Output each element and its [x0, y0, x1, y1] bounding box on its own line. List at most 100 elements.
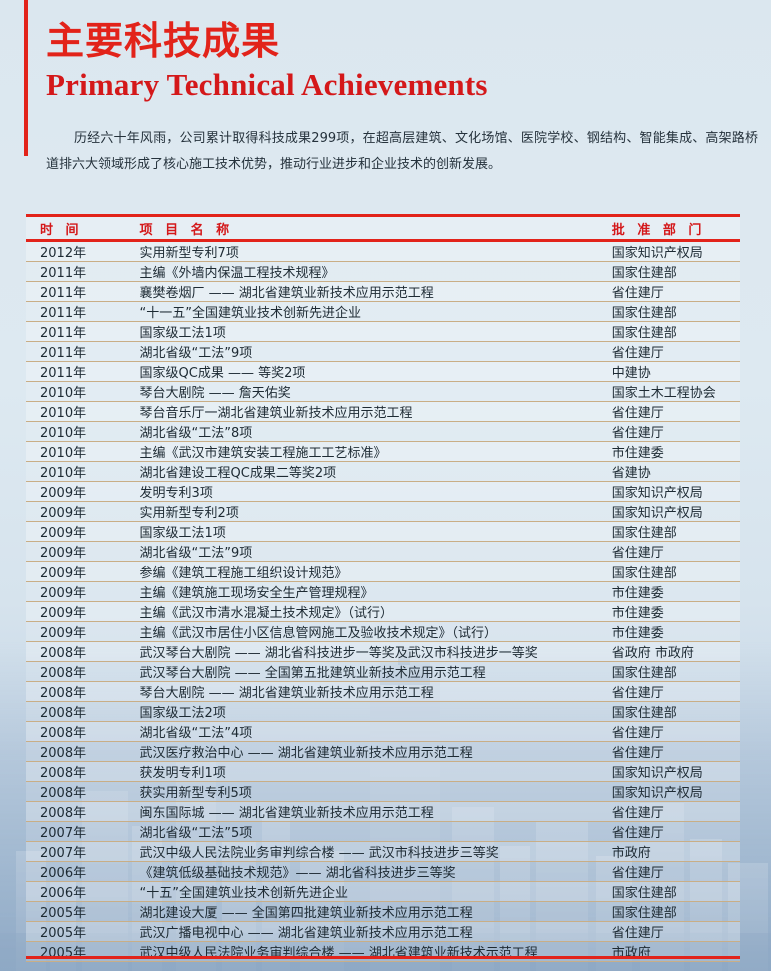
cell-approval-department: 省住建厅: [611, 866, 664, 881]
cell-approval-department: 省住建厅: [611, 806, 664, 821]
cell-time: 2008年: [40, 666, 87, 681]
cell-project-name: 实用新型专利2项: [139, 506, 239, 521]
cell-project-name: 发明专利3项: [139, 486, 213, 501]
cell-project-name: 湖北省级“工法”8项: [139, 426, 253, 441]
cell-project-name: 湖北省级“工法”9项: [139, 546, 253, 561]
cell-time: 2008年: [40, 706, 87, 721]
table-row: 2007年 湖北省级“工法”5项 省住建厅: [26, 822, 740, 842]
cell-project-name: 《建筑低级基础技术规范》—— 湖北省科技进步三等奖: [139, 866, 456, 881]
table-row: 2010年 湖北省建设工程QC成果二等奖2项 省建协: [26, 462, 740, 482]
cell-project-name: 闽东国际城 —— 湖北省建筑业新技术应用示范工程: [139, 806, 434, 821]
cell-project-name: 获发明专利1项: [139, 766, 226, 781]
cell-approval-department: 国家土木工程协会: [611, 386, 716, 401]
table-row: 2009年 湖北省级“工法”9项 省住建厅: [26, 542, 740, 562]
cell-project-name: 主编《武汉市建筑安装工程施工工艺标准》: [139, 446, 387, 461]
table-row: 2011年 国家级QC成果 —— 等奖2项 中建协: [26, 362, 740, 382]
cell-approval-department: 国家住建部: [611, 326, 677, 341]
cell-approval-department: 国家住建部: [611, 566, 677, 581]
cell-approval-department: 省住建厅: [611, 926, 664, 941]
cell-approval-department: 省住建厅: [611, 726, 664, 741]
cell-approval-department: 省住建厅: [611, 826, 664, 841]
cell-time: 2007年: [40, 846, 87, 861]
cell-time: 2009年: [40, 586, 87, 601]
cell-time: 2011年: [40, 326, 87, 341]
cell-approval-department: 市住建委: [611, 586, 664, 601]
cell-approval-department: 市住建委: [611, 606, 664, 621]
cell-approval-department: 国家住建部: [611, 306, 677, 321]
cell-approval-department: 国家知识产权局: [611, 246, 703, 261]
intro-paragraph: 历经六十年风雨，公司累计取得科技成果299项，在超高层建筑、文化场馆、医院学校、…: [46, 131, 758, 172]
cell-approval-department: 国家住建部: [611, 666, 677, 681]
table-row: 2009年 实用新型专利2项 国家知识产权局: [26, 502, 740, 522]
cell-time: 2008年: [40, 766, 87, 781]
cell-approval-department: 国家住建部: [611, 906, 677, 921]
table-row: 2005年 武汉中级人民法院业务审判综合楼 —— 湖北省建筑业新技术示范工程 市政府: [26, 942, 740, 962]
cell-time: 2008年: [40, 806, 87, 821]
cell-time: 2008年: [40, 746, 87, 761]
page-title-chinese: 主要科技成果: [46, 19, 281, 63]
table-row: 2009年 主编《建筑施工现场安全生产管理规程》 市住建委: [26, 582, 740, 602]
cell-approval-department: 国家住建部: [611, 886, 677, 901]
table-row: 2008年 琴台大剧院 —— 湖北省建筑业新技术应用示范工程 省住建厅: [26, 682, 740, 702]
cell-project-name: 湖北省级“工法”4项: [139, 726, 253, 741]
cell-project-name: 国家级QC成果 —— 等奖2项: [139, 366, 306, 381]
cell-approval-department: 国家知识产权局: [611, 506, 703, 521]
achievements-table: 时 间 项 目 名 称 批 准 部 门 2012年 实用新型专利7项 国家知识产权局…: [26, 214, 740, 962]
cell-approval-department: 省住建厅: [611, 746, 664, 761]
cell-project-name: 国家级工法2项: [139, 706, 226, 721]
column-header-project-name: 项 目 名 称: [139, 222, 234, 238]
cell-time: 2011年: [40, 266, 87, 281]
table-row: 2006年 《建筑低级基础技术规范》—— 湖北省科技进步三等奖 省住建厅: [26, 862, 740, 882]
cell-approval-department: 市政府: [611, 846, 651, 861]
table-row: 2009年 主编《武汉市清水混凝土技术规定》（试行） 市住建委: [26, 602, 740, 622]
cell-time: 2009年: [40, 546, 87, 561]
cell-project-name: 武汉广播电视中心 —— 湖北省建筑业新技术应用示范工程: [139, 926, 473, 941]
cell-time: 2009年: [40, 526, 87, 541]
table-body: 2012年 实用新型专利7项 国家知识产权局 2011年 主编《外墙内保温工程技术规程》…: [26, 242, 740, 962]
cell-project-name: 湖北省建设工程QC成果二等奖2项: [139, 466, 337, 481]
cell-project-name: 国家级工法1项: [139, 326, 226, 341]
cell-project-name: 襄樊卷烟厂 —— 湖北省建筑业新技术应用示范工程: [139, 286, 434, 301]
table-row: 2008年 闽东国际城 —— 湖北省建筑业新技术应用示范工程 省住建厅: [26, 802, 740, 822]
cell-project-name: 武汉琴台大剧院 —— 湖北省科技进步一等奖及武汉市科技进步一等奖: [139, 646, 538, 661]
cell-project-name: 琴台大剧院 —— 湖北省建筑业新技术应用示范工程: [139, 686, 434, 701]
table-row: 2010年 琴台音乐厅一湖北省建筑业新技术应用示范工程 省住建厅: [26, 402, 740, 422]
cell-time: 2007年: [40, 826, 87, 841]
cell-time: 2008年: [40, 726, 87, 741]
table-top-rule: [26, 214, 740, 217]
cell-project-name: 武汉医疗救治中心 —— 湖北省建筑业新技术应用示范工程: [139, 746, 473, 761]
table-row: 2011年 “十一五”全国建筑业技术创新先进企业 国家住建部: [26, 302, 740, 322]
cell-approval-department: 国家知识产权局: [611, 786, 703, 801]
cell-time: 2009年: [40, 606, 87, 621]
table-row: 2008年 湖北省级“工法”4项 省住建厅: [26, 722, 740, 742]
cell-approval-department: 省住建厅: [611, 346, 664, 361]
cell-project-name: “十五”全国建筑业技术创新先进企业: [139, 886, 349, 901]
cell-approval-department: 市住建委: [611, 626, 664, 641]
cell-time: 2011年: [40, 286, 87, 301]
column-header-time: 时 间: [40, 222, 83, 238]
cell-approval-department: 国家知识产权局: [611, 486, 703, 501]
cell-project-name: 主编《建筑施工现场安全生产管理规程》: [139, 586, 374, 601]
cell-time: 2005年: [40, 906, 87, 921]
cell-time: 2005年: [40, 926, 87, 941]
cell-approval-department: 省住建厅: [611, 546, 664, 561]
table-header-row: 时 间 项 目 名 称 批 准 部 门: [26, 217, 740, 239]
cell-time: 2008年: [40, 686, 87, 701]
cell-approval-department: 省住建厅: [611, 406, 664, 421]
table-row: 2008年 武汉医疗救治中心 —— 湖北省建筑业新技术应用示范工程 省住建厅: [26, 742, 740, 762]
cell-time: 2008年: [40, 786, 87, 801]
table-row: 2008年 国家级工法2项 国家住建部: [26, 702, 740, 722]
column-header-approval-department: 批 准 部 门: [611, 222, 706, 238]
table-row: 2011年 襄樊卷烟厂 —— 湖北省建筑业新技术应用示范工程 省住建厅: [26, 282, 740, 302]
table-row: 2009年 发明专利3项 国家知识产权局: [26, 482, 740, 502]
cell-approval-department: 中建协: [611, 366, 651, 381]
cell-approval-department: 市住建委: [611, 446, 664, 461]
table-row: 2008年 武汉琴台大剧院 —— 全国第五批建筑业新技术应用示范工程 国家住建部: [26, 662, 740, 682]
cell-time: 2009年: [40, 566, 87, 581]
cell-approval-department: 国家住建部: [611, 266, 677, 281]
cell-time: 2006年: [40, 886, 87, 901]
cell-approval-department: 国家住建部: [611, 706, 677, 721]
cell-project-name: 实用新型专利7项: [139, 246, 239, 261]
table-row: 2005年 湖北建设大厦 —— 全国第四批建筑业新技术应用示范工程 国家住建部: [26, 902, 740, 922]
